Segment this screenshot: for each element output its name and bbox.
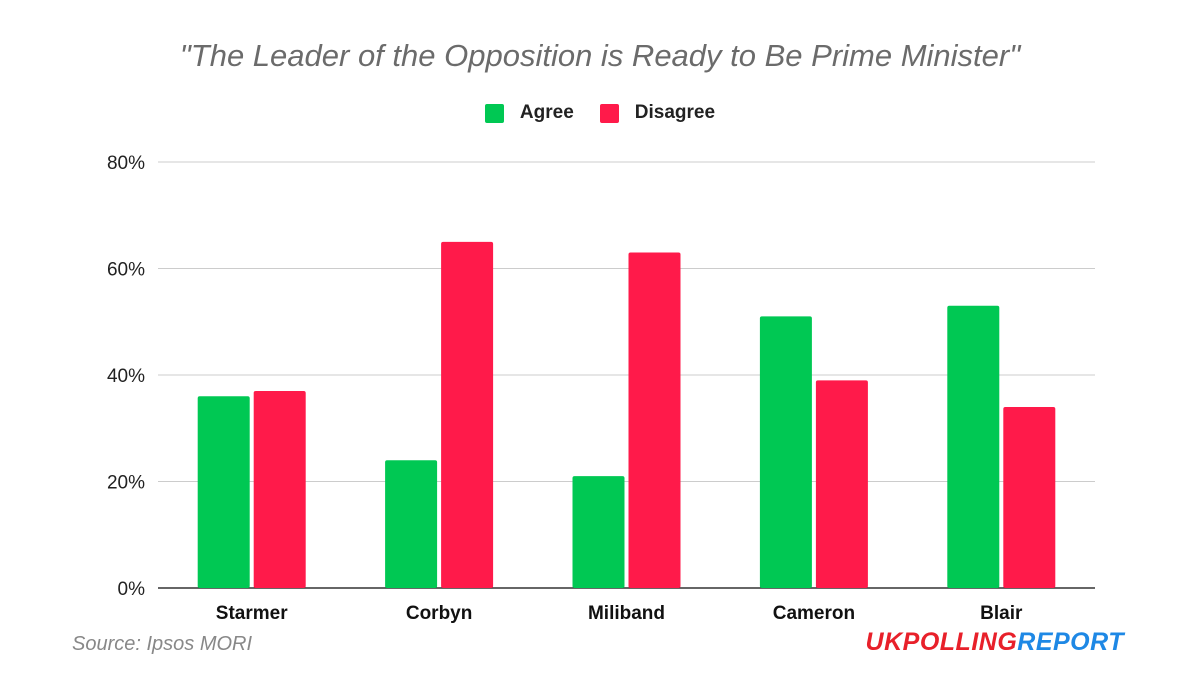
chart-title: "The Leader of the Opposition is Ready t…	[179, 38, 1021, 73]
bar-agree-miliband	[572, 476, 625, 588]
y-tick-label: 0%	[118, 579, 146, 600]
x-tick-label: Miliband	[588, 603, 665, 624]
x-tick-label: Blair	[980, 603, 1023, 624]
bar-agree-blair	[947, 305, 1000, 588]
bar-agree-starmer	[197, 396, 250, 588]
legend-swatch-agree	[484, 103, 504, 123]
legend-item-disagree: Disagree	[599, 102, 716, 124]
y-tick-label: 80%	[107, 153, 145, 174]
y-tick-label: 40%	[107, 366, 145, 387]
x-tick-label: Cameron	[773, 603, 855, 624]
bar-disagree-cameron	[815, 380, 868, 588]
bar-disagree-blair	[1003, 406, 1056, 588]
logo-part-report: REPORT	[1017, 628, 1124, 656]
x-tick-label: Starmer	[216, 603, 288, 624]
y-tick-label: 20%	[107, 473, 145, 494]
chart-legend: Agree Disagree	[0, 102, 1200, 124]
bar-disagree-corbyn	[441, 241, 494, 588]
bar-agree-corbyn	[385, 460, 438, 588]
logo-part-polling: POLLING	[902, 628, 1018, 656]
legend-swatch-disagree	[599, 103, 619, 123]
bar-disagree-miliband	[628, 252, 681, 588]
ukpollingreport-logo: UKPOLLINGREPORT	[866, 628, 1124, 657]
legend-item-agree: Agree	[484, 102, 574, 124]
logo-part-uk: UK	[865, 628, 903, 656]
x-tick-label: Corbyn	[406, 603, 473, 624]
legend-label-agree: Agree	[519, 102, 574, 123]
y-tick-label: 60%	[107, 260, 145, 281]
legend-label-disagree: Disagree	[634, 102, 716, 123]
source-note: Source: Ipsos MORI	[72, 633, 253, 655]
bar-disagree-starmer	[253, 390, 306, 588]
bar-agree-cameron	[759, 316, 812, 588]
